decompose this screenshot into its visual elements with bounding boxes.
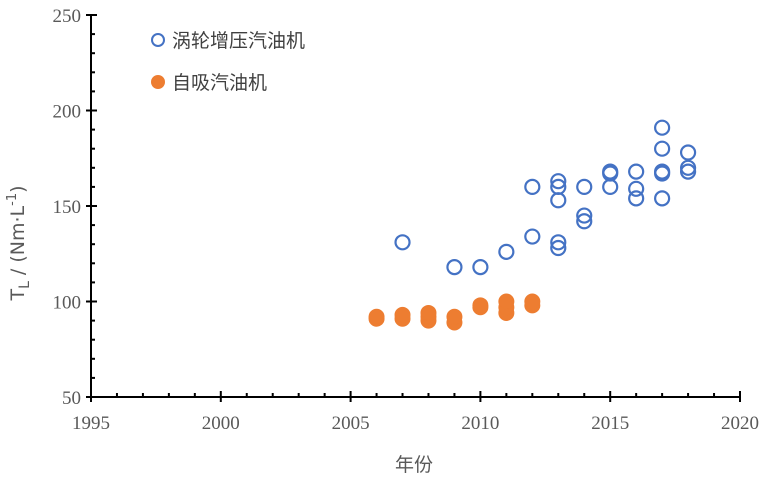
x-tick-label: 2020 (721, 413, 759, 434)
data-point-open (628, 190, 645, 207)
data-point-open (524, 178, 541, 195)
x-axis-title: 年份 (395, 454, 433, 476)
y-axis-title: TL / (Nm·L-1) (5, 185, 33, 301)
data-point-filled (446, 308, 463, 325)
data-point-filled (498, 293, 515, 310)
data-point-filled (472, 297, 489, 314)
y-axis-title-main: T (7, 289, 29, 302)
x-tick-label: 1995 (72, 413, 110, 434)
data-point-open (550, 192, 567, 209)
data-point-open (654, 190, 671, 207)
y-tick-label: 50 (62, 388, 81, 409)
data-point-open (654, 119, 671, 136)
legend-label: 涡轮增压汽油机 (172, 30, 305, 52)
y-tick-label: 150 (53, 197, 82, 218)
y-axis-title-rest: / (Nm·L (7, 205, 29, 281)
y-axis-title-close: ) (7, 185, 29, 192)
data-point-open (628, 163, 645, 180)
data-point-open (576, 178, 593, 195)
x-tick-label: 2000 (202, 413, 240, 434)
series-2 (368, 293, 541, 331)
y-tick-label: 100 (53, 293, 82, 314)
y-tick-label: 250 (53, 6, 82, 27)
data-point-open (550, 234, 567, 251)
plot-area (368, 119, 697, 331)
data-point-filled (524, 293, 541, 310)
data-point-open (654, 165, 671, 182)
data-point-open (679, 144, 697, 161)
x-ticks: 1995 2000 2005 2010 2015 2020 (72, 391, 759, 434)
series-1 (394, 119, 697, 276)
data-point-filled (420, 304, 437, 321)
y-axis-title-sub: L (17, 281, 33, 289)
x-tick-label: 2010 (461, 413, 499, 434)
y-axis-title-sup: -1 (5, 193, 20, 206)
data-point-open (550, 173, 567, 190)
y-ticks: 50 100 150 200 250 (53, 6, 97, 409)
data-point-open (679, 163, 697, 180)
legend-marker (151, 33, 165, 47)
data-point-open (446, 259, 463, 276)
data-point-open (472, 259, 489, 276)
data-point-filled (368, 308, 385, 325)
data-point-open (550, 239, 567, 257)
data-point-open (576, 213, 593, 230)
data-point-open (576, 207, 593, 224)
legend-label: 自吸汽油机 (172, 72, 267, 94)
x-tick-label: 2015 (591, 413, 629, 434)
data-point-open (498, 243, 515, 260)
data-point-open (524, 228, 541, 245)
x-tick-label: 2005 (332, 413, 370, 434)
y-tick-label: 200 (53, 102, 82, 123)
data-point-open (654, 140, 671, 157)
legend-marker (151, 75, 165, 89)
data-point-open (394, 234, 411, 251)
data-point-open (602, 178, 619, 195)
data-point-filled (394, 306, 411, 323)
data-point-open (628, 180, 645, 197)
